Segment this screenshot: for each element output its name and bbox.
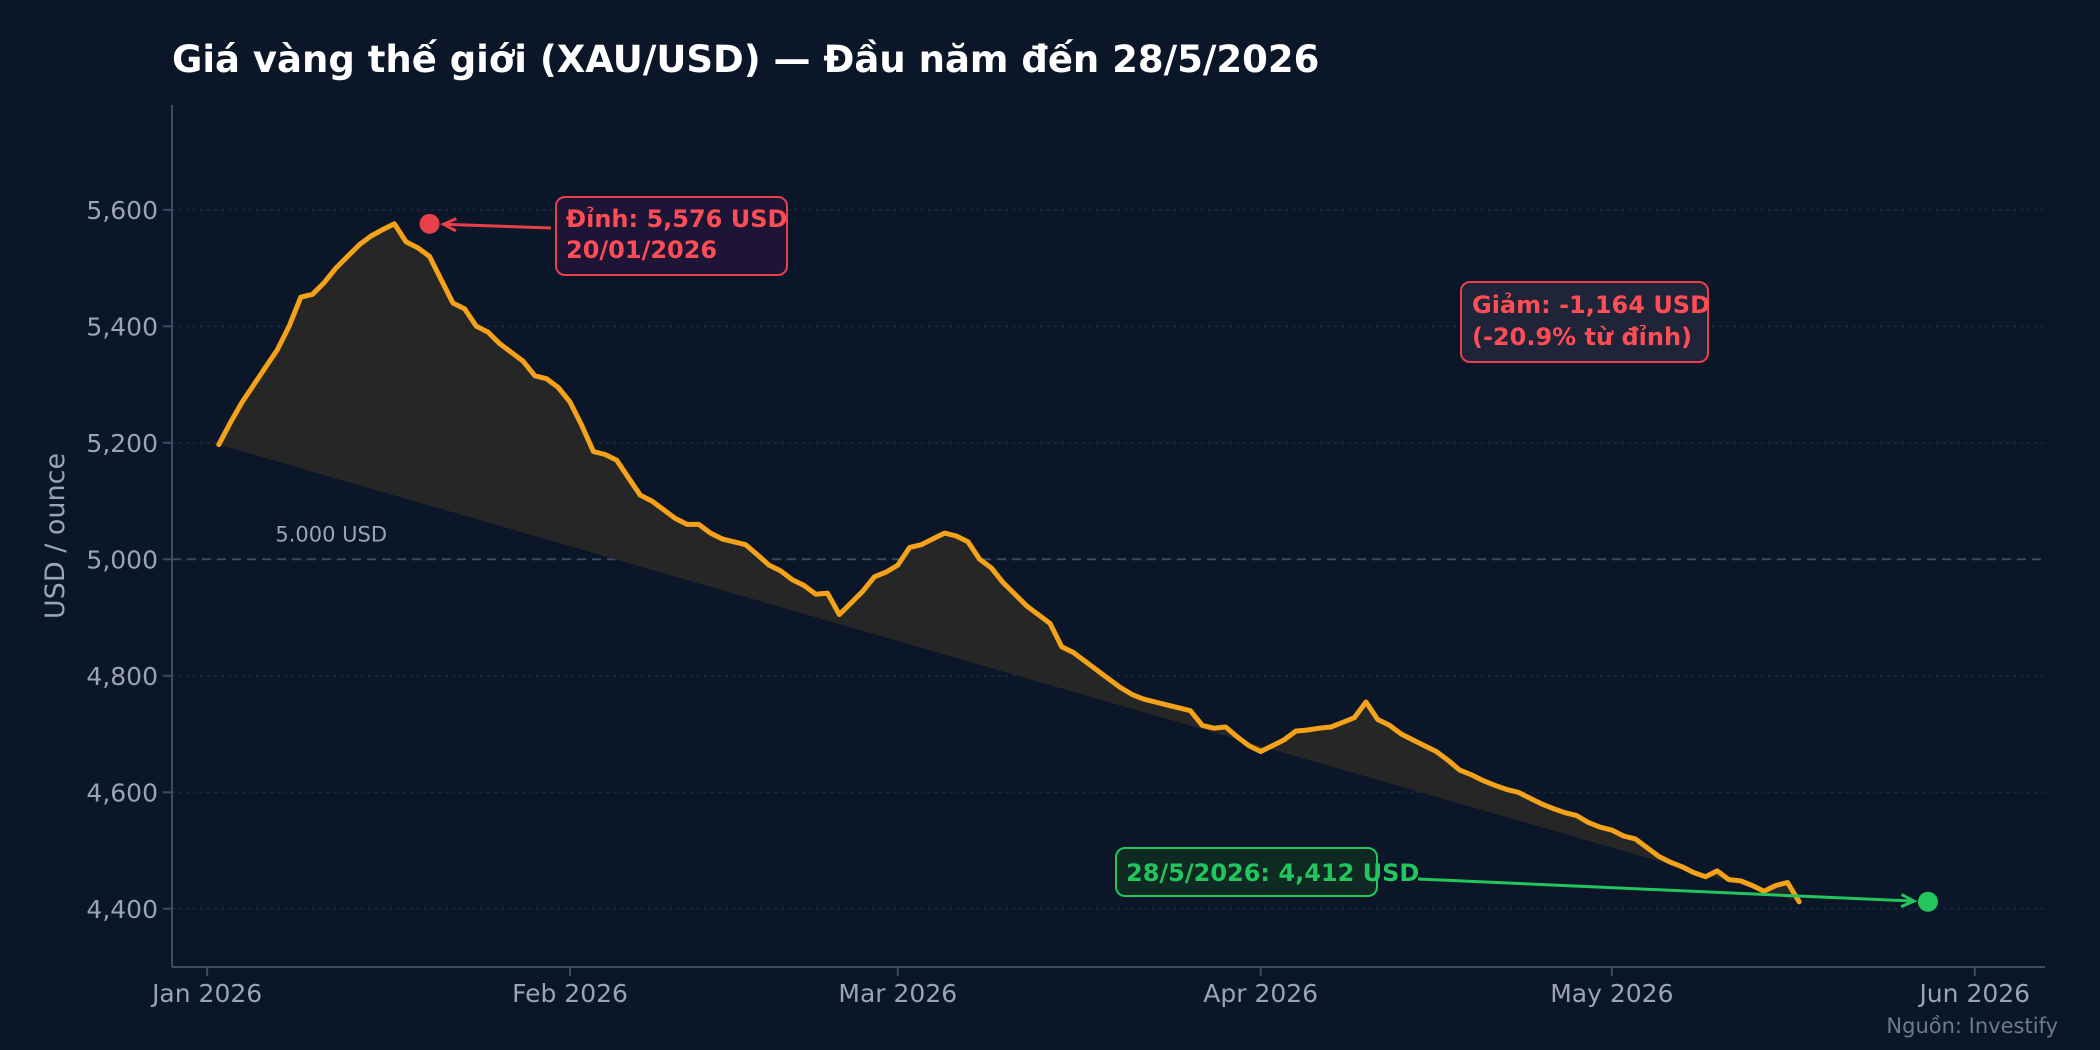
peak-label-line2: 20/01/2026 — [566, 236, 717, 264]
x-tick-label: Apr 2026 — [1203, 979, 1318, 1008]
y-tick-label: 4,600 — [86, 778, 158, 807]
x-tick-label: May 2026 — [1550, 979, 1673, 1008]
x-tick-label: Jan 2026 — [150, 979, 262, 1008]
y-axis-label: USD / ounce — [40, 453, 71, 619]
y-tick-label: 5,600 — [86, 196, 158, 225]
drop-label-line1: Giảm: -1,164 USD — [1472, 291, 1710, 319]
peak-point — [419, 213, 440, 234]
reference-line-group: 5.000 USD — [172, 522, 2045, 561]
source-note: Nguồn: Investify — [1886, 1014, 2058, 1038]
peak-label-line1: Đỉnh: 5,576 USD — [566, 205, 787, 233]
peak-arrowhead — [440, 217, 457, 233]
drop-annotation: Giảm: -1,164 USD (-20.9% từ đỉnh) — [1460, 281, 1710, 363]
current-arrow — [1417, 877, 1915, 903]
chart-title: Giá vàng thế giới (XAU/USD) — Đầu năm đế… — [172, 38, 1319, 81]
current-point — [1917, 891, 1938, 912]
peak-annotation: Đỉnh: 5,576 USD 20/01/2026 — [440, 196, 788, 276]
drop-label-line2: (-20.9% từ đỉnh) — [1472, 323, 1692, 351]
x-tick-label: Feb 2026 — [512, 979, 628, 1008]
x-tick-label: Mar 2026 — [838, 979, 957, 1008]
current-label: 28/5/2026: 4,412 USD — [1126, 859, 1419, 887]
y-tick-label: 5,400 — [86, 312, 158, 341]
x-ticks: Jan 2026 Feb 2026 Mar 2026 Apr 2026 May 2026… — [150, 967, 2030, 1008]
y-tick-label: 4,400 — [86, 895, 158, 924]
y-tick-label: 5,000 — [86, 545, 158, 574]
reference-line-label: 5.000 USD — [275, 522, 387, 546]
x-tick-label: Jun 2026 — [1917, 979, 2030, 1008]
current-arrowhead — [1900, 893, 1918, 909]
y-tick-label: 5,200 — [86, 429, 158, 458]
peak-label-box — [555, 196, 788, 276]
price-area — [218, 223, 1800, 902]
drop-label-box — [1460, 281, 1709, 363]
current-label-box — [1115, 847, 1378, 897]
peak-arrow — [443, 222, 552, 230]
current-annotation: 28/5/2026: 4,412 USD — [1115, 847, 1918, 909]
y-ticks: 4,400 4,600 4,800 5,000 5,200 5,400 5,600 — [86, 196, 172, 924]
y-tick-label: 4,800 — [86, 662, 158, 691]
price-line — [216, 221, 1802, 905]
